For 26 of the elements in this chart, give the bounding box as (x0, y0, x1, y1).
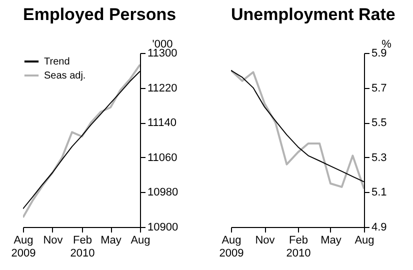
legend-label: Seas adj. (44, 70, 86, 82)
y-tick-label: 5.5 (372, 117, 387, 130)
x-tick-label: Feb 2010 (70, 234, 95, 260)
y-tick-label: 5.3 (372, 152, 387, 164)
x-tick-label: Nov (255, 234, 276, 246)
y-tick-label: 5.7 (372, 82, 387, 94)
x-tick-label: Aug 2009 (11, 234, 36, 260)
x-tick-label: Feb 2010 (286, 234, 311, 260)
chart-title: Unemployment Rate (231, 5, 396, 24)
y-tick-label: 5.9 (372, 48, 387, 60)
y-tick-label: 11060 (148, 152, 178, 164)
y-tick-label: 11300 (148, 48, 178, 60)
chart-title: Employed Persons (23, 5, 176, 24)
y-tick-label: 10900 (148, 222, 178, 234)
x-tick-label: Aug (130, 234, 150, 246)
y-tick-label: 5.1 (372, 186, 387, 199)
y-tick-label: 4.9 (372, 222, 387, 234)
x-tick-label: May (100, 234, 122, 246)
x-tick-label: May (320, 234, 342, 246)
y-tick-label: 10980 (148, 186, 178, 199)
legend-label: Trend (44, 56, 70, 68)
x-tick-label: Nov (43, 234, 64, 246)
x-tick-label: Aug 2009 (219, 234, 244, 260)
x-tick-label: Aug (354, 234, 374, 246)
y-tick-label: 11220 (148, 82, 178, 94)
y-tick-label: 11140 (148, 117, 176, 130)
